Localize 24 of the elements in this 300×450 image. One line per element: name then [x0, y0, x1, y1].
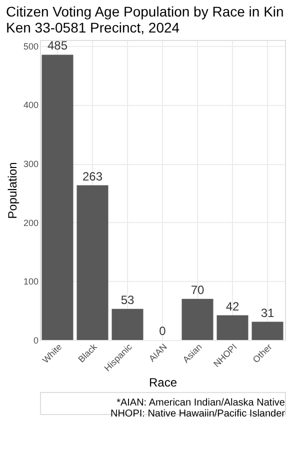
y-axis-title: Population	[5, 162, 20, 219]
data-label: 53	[120, 292, 134, 307]
data-label: 263	[82, 169, 103, 184]
data-label: 70	[190, 282, 204, 297]
bar	[252, 322, 284, 340]
y-tick-label: 200	[23, 218, 38, 228]
bar	[216, 315, 248, 340]
data-label: 0	[159, 324, 166, 338]
data-label: 42	[226, 299, 240, 314]
text: NHOPI: Native Hawaiin/Pacific Islander	[110, 408, 286, 420]
y-tick-label: 300	[23, 159, 38, 170]
text: *AIAN: American Indian/Alaska Native	[116, 398, 286, 408]
chart-title: Citizen Voting Age Population by Race in Kin Ken 33-0581 Precinct, 2024	[6, 4, 284, 36]
data-label: 31	[260, 306, 274, 320]
y-tick-label: 0	[33, 336, 38, 346]
bar	[112, 308, 144, 340]
x-axis-title: Race	[148, 375, 178, 390]
bar	[182, 298, 214, 340]
y-tick-label: 400	[23, 100, 38, 110]
y-tick-label: 500	[23, 41, 38, 52]
y-tick-label: 100	[23, 276, 38, 287]
bar	[42, 54, 74, 340]
data-label: 485	[47, 38, 68, 53]
bar	[76, 185, 108, 340]
